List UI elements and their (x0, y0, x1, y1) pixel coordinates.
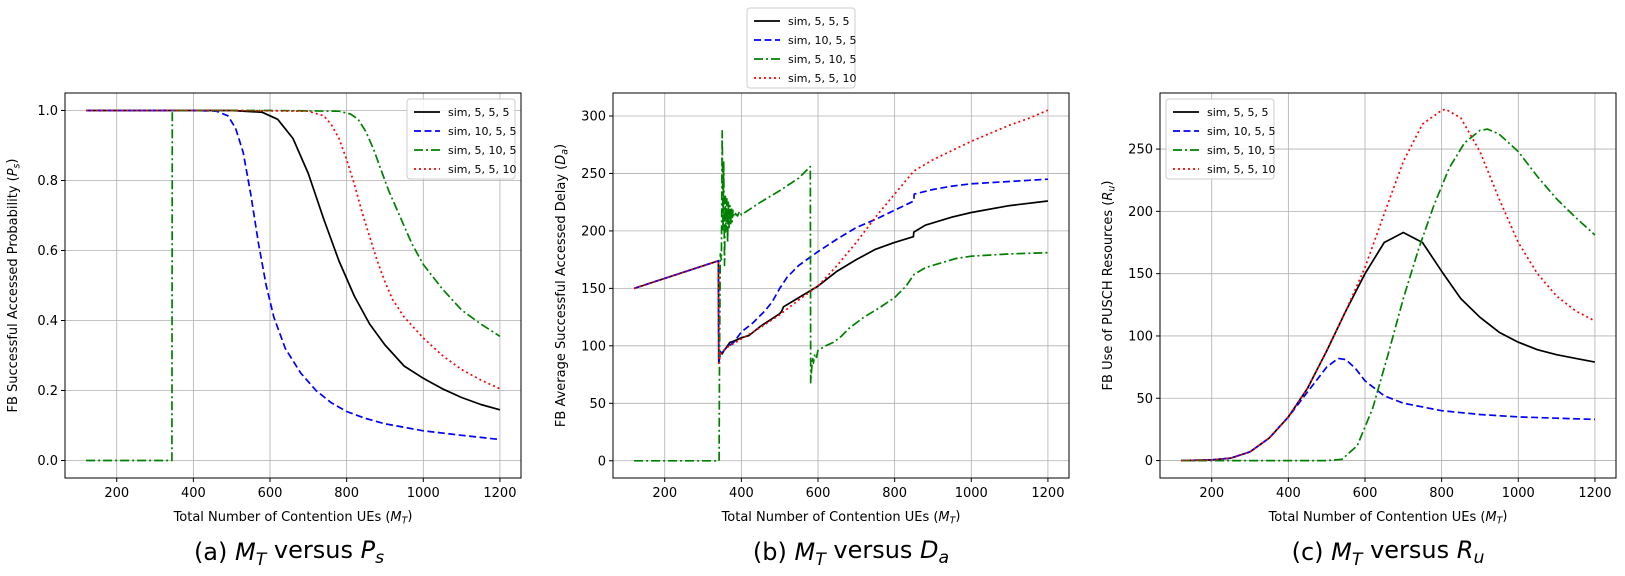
x-tick-label: 400 (1276, 486, 1301, 501)
x-tick-label: 600 (258, 486, 283, 501)
legend-label-1: sim, 5, 5, 5 (448, 106, 509, 119)
y-tick-label: 0 (1145, 454, 1153, 469)
x-tick-label: 1200 (1031, 486, 1064, 501)
x-tick-label: 600 (1353, 486, 1378, 501)
y-tick-label: 0.6 (37, 244, 58, 259)
y-axis-label: FB Use of PUSCH Resources (Ru​) (1100, 181, 1118, 391)
x-tick-label: 200 (1199, 486, 1224, 501)
chart-panel-2: 200 400 600 800 1000 1200 0 50 100 150 200 250 300 To… (553, 7, 1070, 570)
x-tick-label: 200 (652, 486, 677, 501)
y-tick-label: 100 (1128, 329, 1153, 344)
legend: sim, 5, 5, 5 sim, 10, 5, 5 sim, 5, 10, 5 si… (1165, 98, 1275, 180)
legend-label-1: sim, 5, 5, 5 (788, 15, 849, 28)
legend-label-2: sim, 10, 5, 5 (1207, 125, 1275, 138)
legend: sim, 5, 5, 5 sim, 10, 5, 5 sim, 5, 10, 5 si… (406, 98, 516, 180)
legend-label-2: sim, 10, 5, 5 (448, 125, 516, 138)
series-line-4 (86, 109, 501, 390)
legend-label-1: sim, 5, 5, 5 (1207, 106, 1268, 119)
series-line-2 (1181, 357, 1595, 462)
panel-caption: (c) MT​ versus Ru​ (1292, 536, 1485, 570)
x-axis-label: Total Number of Contention UEs (MT​) (1268, 509, 1508, 527)
legend-label-2: sim, 10, 5, 5 (788, 34, 856, 47)
panel-caption: (a) MT​ versus Ps​ (194, 536, 384, 570)
legend-box (1165, 98, 1275, 180)
legend-label-3: sim, 5, 10, 5 (448, 144, 516, 157)
x-tick-label: 1200 (1578, 486, 1611, 501)
x-tick-label: 800 (882, 486, 907, 501)
legend-label-4: sim, 5, 5, 10 (1207, 163, 1275, 176)
chart-panel-3: 200 400 600 800 1000 1200 0 50 100 150 200 250 Total… (1100, 92, 1617, 570)
y-tick-label: 0.0 (37, 454, 58, 469)
x-axis-label: Total Number of Contention UEs (MT​) (173, 509, 413, 527)
y-tick-label: 0 (598, 454, 606, 469)
x-tick-label: 1000 (407, 486, 440, 501)
x-axis-label: Total Number of Contention UEs (MT​) (721, 509, 961, 527)
series-line-3 (1181, 128, 1596, 462)
legend: sim, 5, 5, 5 sim, 10, 5, 5 sim, 5, 10, 5 si… (746, 7, 856, 89)
series-line-4 (1181, 108, 1596, 462)
axes-frame (612, 92, 1070, 479)
x-tick-label: 800 (334, 486, 359, 501)
y-tick-label: 200 (1128, 205, 1153, 220)
x-tick-label: 200 (104, 486, 129, 501)
y-tick-label: 250 (1128, 143, 1153, 158)
series-line-3 (86, 109, 501, 462)
legend-box (406, 98, 516, 180)
y-tick-label: 0.4 (37, 314, 58, 329)
panel-caption: (b) MT​ versus Da​ (753, 536, 949, 570)
y-axis-label: FB Average Successful Accessed Delay (Da… (553, 144, 571, 427)
y-tick-label: 300 (581, 109, 606, 124)
y-tick-label: 200 (581, 224, 606, 239)
y-tick-label: 50 (589, 397, 606, 412)
x-tick-label: 800 (1429, 486, 1454, 501)
series-group (633, 109, 1049, 462)
chart-panel-1: 200 400 600 800 1000 1200 0.0 0.2 0.4 0.6 0.8 1.0 To… (5, 92, 522, 570)
axes-frame (1159, 92, 1617, 479)
x-tick-label: 1000 (955, 486, 988, 501)
y-axis-label: FB Successful Accessed Probability (Ps​) (5, 158, 23, 412)
series-line-3 (634, 130, 1048, 462)
y-tick-label: 50 (1136, 392, 1153, 407)
x-tick-label: 400 (181, 486, 206, 501)
series-group (1181, 108, 1596, 462)
y-tick-label: 100 (581, 339, 606, 354)
x-tick-label: 1000 (1502, 486, 1535, 501)
legend-box (746, 7, 856, 89)
y-tick-label: 150 (1128, 267, 1153, 282)
series-group (86, 109, 501, 462)
legend-label-3: sim, 5, 10, 5 (788, 53, 856, 66)
axes-frame (64, 92, 522, 479)
legend-label-4: sim, 5, 5, 10 (788, 72, 856, 85)
series-line-2 (86, 109, 500, 441)
x-tick-label: 400 (729, 486, 754, 501)
y-tick-label: 0.8 (37, 174, 58, 189)
series-line-2 (633, 178, 1048, 363)
legend-label-4: sim, 5, 5, 10 (448, 163, 516, 176)
series-line-1 (86, 109, 501, 411)
series-line-1 (633, 200, 1049, 364)
y-tick-label: 150 (581, 282, 606, 297)
legend-label-3: sim, 5, 10, 5 (1207, 144, 1275, 157)
x-tick-label: 600 (806, 486, 831, 501)
y-tick-label: 1.0 (37, 104, 58, 119)
y-tick-label: 0.2 (37, 384, 58, 399)
x-tick-label: 1200 (483, 486, 516, 501)
y-tick-label: 250 (581, 167, 606, 182)
